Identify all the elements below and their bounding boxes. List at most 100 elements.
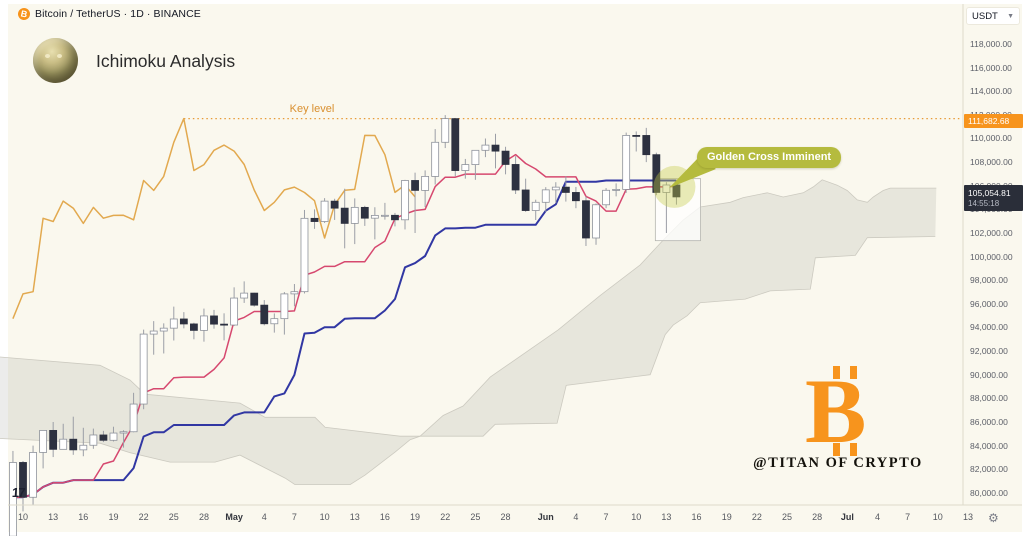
candle[interactable] <box>129 403 138 433</box>
candle[interactable] <box>179 318 188 325</box>
candle[interactable] <box>622 135 631 190</box>
candle[interactable] <box>561 186 570 193</box>
price-axis-label: 90,000.00 <box>970 369 1008 380</box>
candle[interactable] <box>310 217 319 222</box>
page-title: Ichimoku Analysis <box>96 51 236 71</box>
watermark-bitcoin-logo: B <box>805 360 867 462</box>
candle[interactable] <box>642 135 651 156</box>
candle[interactable] <box>149 330 158 335</box>
time-axis-label: 16 <box>691 512 702 522</box>
candle[interactable] <box>340 207 349 224</box>
candle[interactable] <box>431 141 440 177</box>
candle[interactable] <box>109 432 118 441</box>
candle[interactable] <box>461 164 470 171</box>
price-axis-label: 82,000.00 <box>970 464 1008 475</box>
watermark-bitcoin-bar <box>833 366 840 379</box>
candle[interactable] <box>79 444 88 451</box>
time-axis-label: 19 <box>410 512 421 522</box>
candle[interactable] <box>190 323 198 331</box>
candle[interactable] <box>19 462 27 498</box>
candle[interactable] <box>300 217 309 293</box>
time-axis-label: 28 <box>500 512 511 522</box>
time-axis-label: 13 <box>661 512 672 522</box>
candle[interactable] <box>360 206 369 219</box>
time-axis-label: 16 <box>379 512 390 522</box>
candle[interactable] <box>250 292 259 306</box>
candle[interactable] <box>551 186 560 191</box>
candle[interactable] <box>501 150 510 165</box>
candle[interactable] <box>59 438 68 450</box>
candle[interactable] <box>139 333 148 405</box>
candle[interactable] <box>230 297 239 326</box>
candle[interactable] <box>320 200 329 222</box>
candle[interactable] <box>521 189 530 211</box>
candle[interactable] <box>89 434 98 446</box>
price-axis-label: 88,000.00 <box>970 393 1008 404</box>
candle[interactable] <box>541 189 550 203</box>
currency-selector[interactable]: USDT ▼ <box>966 7 1020 25</box>
golden-cross-callout[interactable]: Golden Cross Imminent <box>697 147 842 168</box>
candle[interactable] <box>391 214 399 221</box>
candle[interactable] <box>280 293 289 320</box>
candle[interactable] <box>632 135 641 137</box>
candle[interactable] <box>381 214 389 217</box>
candle[interactable] <box>491 144 500 152</box>
candle[interactable] <box>29 452 37 498</box>
time-axis-label: 7 <box>291 512 297 522</box>
candle[interactable] <box>200 315 208 331</box>
candle[interactable] <box>511 164 520 191</box>
candle[interactable] <box>119 431 128 434</box>
price-axis-label: 84,000.00 <box>970 440 1008 451</box>
senkou-span-b-line <box>0 236 936 486</box>
timezone-settings-gear-icon[interactable]: ⚙ <box>988 511 999 525</box>
time-axis-label: 22 <box>440 512 451 522</box>
candle[interactable] <box>49 430 58 450</box>
candle[interactable] <box>99 434 108 441</box>
candle[interactable] <box>240 292 249 299</box>
chikou-span-line <box>12 117 416 319</box>
candle[interactable] <box>290 291 299 295</box>
candle[interactable] <box>602 189 610 206</box>
time-axis-label: 13 <box>349 512 360 522</box>
candle[interactable] <box>572 192 580 202</box>
candle[interactable] <box>69 438 78 451</box>
candle[interactable] <box>421 176 430 191</box>
time-axis-label: 4 <box>573 512 579 522</box>
symbol-header[interactable]: B Bitcoin / TetherUS · 1D · BINANCE <box>16 6 201 22</box>
candle[interactable] <box>411 180 419 191</box>
candle[interactable] <box>612 189 621 191</box>
time-axis-label: 28 <box>812 512 823 522</box>
candle[interactable] <box>370 215 379 219</box>
candle[interactable] <box>350 206 359 224</box>
price-axis-label: 86,000.00 <box>970 416 1008 427</box>
candle[interactable] <box>9 462 17 536</box>
candle[interactable] <box>270 318 279 325</box>
candle[interactable] <box>220 323 228 326</box>
price-axis-label: 108,000.00 <box>970 157 1013 168</box>
watermark-handle: @TITAN OF CRYPTO <box>753 455 923 471</box>
candle[interactable] <box>330 200 339 209</box>
watermark-bitcoin-bar <box>833 443 840 456</box>
candle[interactable] <box>159 327 168 332</box>
candle[interactable] <box>169 318 178 329</box>
time-axis-label: 4 <box>261 512 267 522</box>
price-axis-label: 102,000.00 <box>970 227 1013 238</box>
candle[interactable] <box>531 201 540 211</box>
candle[interactable] <box>441 118 450 143</box>
candle[interactable] <box>401 180 409 221</box>
time-axis-label: 28 <box>198 512 209 522</box>
time-axis-label: 16 <box>78 512 89 522</box>
candle[interactable] <box>260 304 269 325</box>
candle[interactable] <box>451 118 460 171</box>
candle[interactable] <box>39 430 48 453</box>
candle[interactable] <box>652 154 661 193</box>
candle[interactable] <box>481 144 490 151</box>
candle[interactable] <box>210 315 218 325</box>
candle[interactable] <box>582 200 590 239</box>
price-axis-label: 118,000.00 <box>970 39 1012 49</box>
candle[interactable] <box>592 204 600 239</box>
candle[interactable] <box>471 149 480 165</box>
time-axis-label: 10 <box>932 512 943 522</box>
candle[interactable] <box>662 184 671 193</box>
